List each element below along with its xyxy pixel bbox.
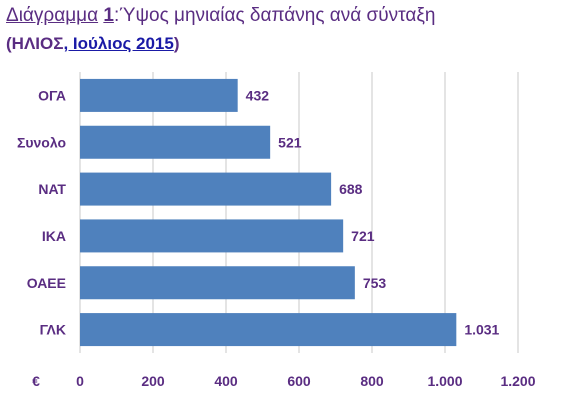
bar [80, 266, 355, 300]
x-axis-unit-label: € [32, 373, 40, 389]
title-text: :Ύψος μηνιαίας δαπάνης ανά σύνταξη [113, 5, 436, 26]
category-label: ΙΚΑ [42, 228, 66, 244]
x-tick-label: 800 [360, 373, 384, 389]
bars [80, 78, 457, 347]
bar [80, 172, 332, 206]
category-label: ΓΛΚ [40, 322, 66, 338]
value-label: 432 [246, 87, 270, 103]
category-label: Συνολο [17, 134, 66, 150]
value-label: 753 [363, 275, 387, 291]
gridlines [79, 72, 519, 353]
subtitle-source: , Ιούλιος 2015 [63, 34, 174, 53]
subtitle-close: ) [173, 34, 180, 53]
value-label: 688 [339, 181, 363, 197]
bar [80, 219, 344, 253]
bar [80, 78, 238, 112]
value-label: 521 [278, 134, 302, 150]
category-label: ΟΑΕΕ [27, 275, 66, 291]
x-tick-label: 1.000 [427, 373, 462, 389]
x-tick-label: 600 [287, 373, 311, 389]
chart-title: Διάγραμμα 1:Ύψος μηνιαίας δαπάνης ανά σύ… [6, 4, 565, 28]
x-tick-label: 200 [141, 373, 165, 389]
category-label: ΟΓΑ [38, 87, 66, 103]
subtitle-open: (ΗΛΙΟΣ [6, 34, 64, 53]
category-label: ΝΑΤ [38, 181, 66, 197]
value-label: 1.031 [464, 322, 499, 338]
labels: 0 200 400 600 800 1.000 1.200 ΟΓΑ 432 Συνολο 521 ΝΑ… [17, 87, 536, 389]
value-label: 721 [351, 228, 375, 244]
chart-subtitle: (ΗΛΙΟΣ, Ιούλιος 2015) [6, 33, 180, 55]
bar [80, 125, 271, 159]
title-lead: Διάγραμμα [6, 5, 99, 26]
bar [80, 313, 457, 347]
title-number: 1 [103, 5, 114, 26]
x-tick-label: 1.200 [500, 373, 535, 389]
x-tick-label: 0 [76, 373, 84, 389]
x-tick-label: 400 [214, 373, 238, 389]
